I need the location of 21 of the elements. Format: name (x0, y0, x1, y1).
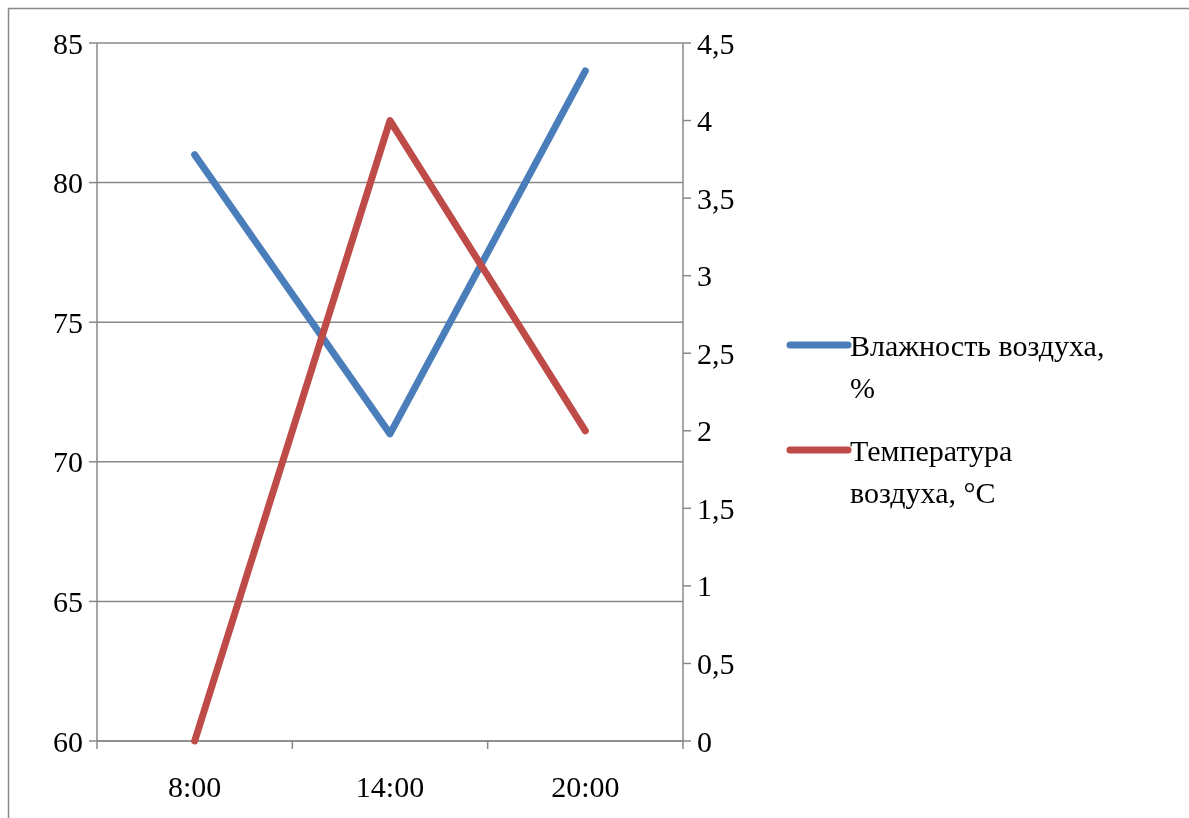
y-tick-label: 80 (53, 166, 83, 200)
x-tick-label: 14:00 (355, 770, 425, 803)
y-tick-label: 75 (53, 305, 83, 339)
legend-label: Температура воздуха, °C (850, 433, 1013, 509)
y2-tick-label: 2 (697, 414, 712, 448)
y2-tick-label: 0 (697, 724, 712, 758)
y2-tick-label: 4,5 (697, 26, 735, 60)
legend-label: Влажность воздуха, % (850, 328, 1105, 404)
y2-tick-label: 1 (697, 569, 712, 603)
y-tick-label: 70 (53, 445, 83, 479)
x-tick-label: 8:00 (167, 770, 222, 803)
y2-tick-label: 3,5 (697, 181, 735, 215)
y-tick-label: 85 (53, 26, 83, 60)
y-tick-label: 60 (53, 724, 83, 758)
y2-tick-label: 1,5 (697, 491, 735, 525)
y2-tick-label: 0,5 (697, 646, 735, 680)
y-tick-label: 65 (53, 584, 83, 618)
y2-tick-label: 2,5 (697, 336, 735, 370)
x-tick-label: 20:00 (551, 770, 620, 803)
y2-tick-label: 3 (697, 259, 712, 293)
y2-tick-label: 4 (697, 104, 712, 138)
